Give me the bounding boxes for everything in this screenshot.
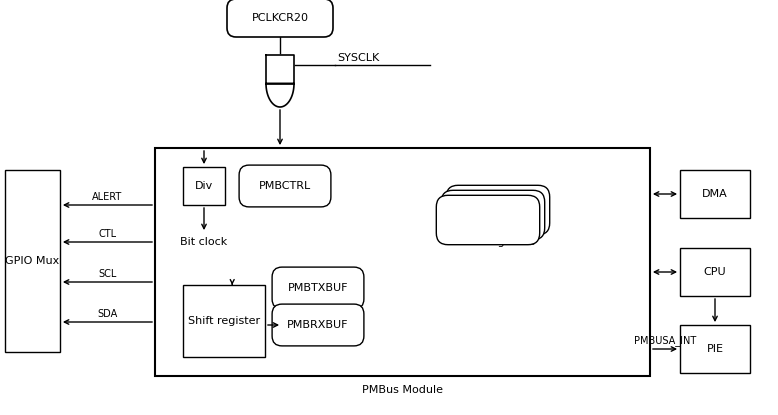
Bar (183, 167, 225, 205)
Text: DMA: DMA (702, 189, 728, 199)
Text: PMBCTRL: PMBCTRL (259, 181, 311, 191)
FancyBboxPatch shape (272, 267, 364, 309)
Text: Div: Div (194, 181, 213, 191)
Bar (183, 285, 265, 357)
Text: PMBUSA_INT: PMBUSA_INT (634, 335, 696, 346)
Text: SCL: SCL (98, 269, 117, 279)
Bar (680, 325, 750, 373)
Polygon shape (266, 55, 294, 107)
Text: CPU: CPU (703, 267, 727, 277)
Bar (5, 170, 60, 352)
FancyBboxPatch shape (436, 195, 540, 245)
Text: Shift register: Shift register (188, 316, 260, 326)
Text: SDA: SDA (97, 309, 117, 319)
Text: GPIO Mux: GPIO Mux (5, 256, 60, 266)
Bar (680, 248, 750, 296)
Bar (680, 170, 750, 218)
Text: CTL: CTL (99, 229, 117, 239)
Text: PCLKCR20: PCLKCR20 (251, 13, 309, 23)
Text: PMBus Module: PMBus Module (362, 385, 443, 395)
Bar (155, 148, 650, 376)
FancyBboxPatch shape (227, 0, 333, 37)
Text: PMBTXBUF: PMBTXBUF (288, 283, 349, 293)
Text: PMBRXBUF: PMBRXBUF (287, 320, 349, 330)
FancyBboxPatch shape (441, 190, 545, 240)
FancyBboxPatch shape (447, 186, 550, 235)
Text: ALERT: ALERT (93, 192, 123, 202)
Text: SYSCLK: SYSCLK (337, 53, 379, 63)
FancyBboxPatch shape (239, 165, 331, 207)
Text: Bit clock: Bit clock (180, 237, 228, 247)
Text: Other registers: Other registers (451, 237, 535, 247)
Text: PIE: PIE (706, 344, 724, 354)
FancyBboxPatch shape (272, 304, 364, 346)
